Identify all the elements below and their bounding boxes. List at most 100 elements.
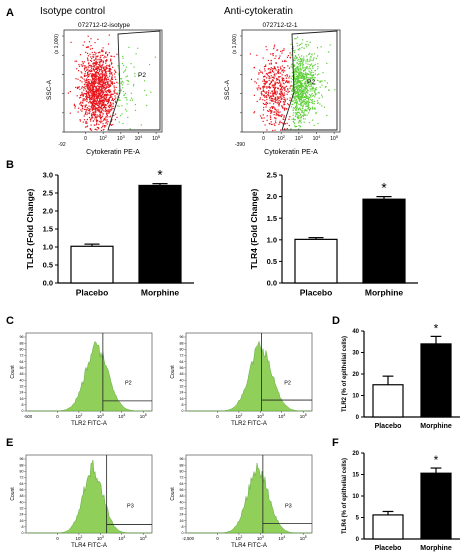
event-dot-gated bbox=[320, 46, 322, 48]
event-dot-gated bbox=[307, 108, 309, 110]
y-axis-label: TLR2 (% of epithelial cells) bbox=[342, 336, 348, 412]
event-dot bbox=[86, 86, 89, 88]
event-dot-gated bbox=[326, 114, 328, 116]
event-dot bbox=[92, 81, 94, 83]
event-dot-gated bbox=[299, 94, 301, 96]
event-dot-gated bbox=[301, 73, 303, 75]
event-dot bbox=[91, 76, 93, 78]
event-dot bbox=[78, 63, 80, 66]
event-dot bbox=[111, 77, 113, 80]
event-dot bbox=[95, 107, 97, 109]
event-dot bbox=[274, 129, 276, 131]
event-dot bbox=[85, 51, 87, 53]
event-dot bbox=[105, 110, 107, 112]
event-dot bbox=[286, 108, 288, 110]
event-dot bbox=[106, 121, 108, 123]
event-dot-gated bbox=[315, 112, 317, 115]
event-dot-gated bbox=[319, 103, 321, 105]
y-axis-scale: (x 1,000) bbox=[232, 34, 238, 54]
event-dot-gated bbox=[310, 107, 312, 109]
x-tick-label: 102 bbox=[235, 413, 242, 419]
event-dot-gated bbox=[309, 99, 311, 101]
event-dot-gated bbox=[293, 72, 296, 74]
event-dot-gated bbox=[299, 82, 301, 84]
event-dot bbox=[98, 91, 100, 93]
event-dot bbox=[94, 108, 96, 110]
event-dot bbox=[83, 61, 85, 63]
event-dot bbox=[88, 81, 91, 83]
event-dot-gated bbox=[302, 110, 304, 112]
event-dot bbox=[258, 73, 260, 75]
event-dot bbox=[254, 111, 256, 113]
event-dot-gated bbox=[313, 74, 315, 76]
event-dot bbox=[269, 102, 271, 104]
event-dot bbox=[279, 91, 281, 93]
event-dot bbox=[104, 108, 107, 110]
event-dot-gated bbox=[297, 54, 299, 56]
event-dot-gated bbox=[307, 80, 309, 82]
event-dot bbox=[277, 82, 279, 84]
event-dot bbox=[281, 114, 283, 116]
event-dot bbox=[95, 56, 97, 58]
event-dot-gated bbox=[293, 112, 295, 114]
x-tick-label: 103 bbox=[97, 413, 104, 419]
event-dot-gated bbox=[296, 56, 298, 58]
event-dot-gated bbox=[301, 107, 303, 109]
event-dot-gated bbox=[300, 59, 302, 61]
event-dot-gated bbox=[310, 101, 312, 104]
event-dot-gated bbox=[298, 119, 301, 121]
event-dot bbox=[99, 66, 101, 68]
event-dot bbox=[264, 91, 266, 93]
event-dot bbox=[96, 63, 98, 65]
event-dot bbox=[91, 92, 93, 94]
panel-letter-c: C bbox=[6, 315, 14, 327]
event-dot bbox=[97, 108, 99, 111]
event-dot bbox=[106, 93, 109, 95]
event-dot-gated bbox=[298, 96, 300, 98]
event-dot-gated bbox=[299, 98, 302, 100]
event-dot-gated bbox=[301, 83, 303, 85]
x-tick-label: 104 bbox=[278, 535, 285, 541]
event-dot bbox=[98, 100, 100, 103]
event-dot bbox=[114, 95, 116, 97]
event-dot bbox=[102, 63, 104, 65]
event-dot-gated bbox=[306, 85, 308, 87]
event-dot bbox=[93, 74, 96, 76]
event-dot bbox=[100, 129, 102, 131]
event-dot bbox=[98, 69, 100, 71]
event-dot bbox=[108, 112, 110, 114]
event-dot bbox=[271, 112, 273, 114]
event-dot-gated bbox=[309, 77, 311, 79]
event-dot bbox=[281, 89, 283, 91]
event-dot-gated bbox=[305, 92, 307, 94]
event-dot-gated bbox=[126, 110, 128, 112]
event-dot bbox=[92, 77, 94, 80]
event-dot bbox=[98, 78, 100, 81]
event-dot bbox=[270, 80, 272, 82]
event-dot bbox=[283, 94, 286, 96]
event-dot bbox=[105, 62, 107, 64]
event-dot-gated bbox=[328, 51, 330, 53]
event-dot bbox=[92, 117, 94, 119]
event-dot bbox=[104, 69, 107, 71]
event-dot bbox=[81, 87, 83, 89]
event-dot bbox=[103, 57, 105, 59]
event-dot bbox=[275, 108, 277, 111]
y-tick-label: 20 bbox=[352, 451, 359, 457]
event-dot-gated bbox=[299, 104, 301, 106]
event-dot-gated bbox=[305, 87, 307, 89]
event-dot-gated bbox=[118, 90, 120, 92]
event-dot-gated bbox=[309, 110, 311, 112]
event-dot-gated bbox=[294, 51, 296, 53]
event-dot bbox=[262, 88, 264, 90]
event-dot bbox=[98, 85, 100, 87]
event-dot bbox=[84, 80, 86, 82]
event-dot bbox=[271, 70, 273, 73]
event-dot bbox=[97, 104, 99, 106]
event-dot bbox=[287, 81, 289, 84]
event-dot bbox=[104, 74, 106, 76]
event-dot-gated bbox=[291, 93, 293, 96]
event-dot bbox=[105, 51, 107, 53]
event-dot bbox=[286, 75, 289, 77]
